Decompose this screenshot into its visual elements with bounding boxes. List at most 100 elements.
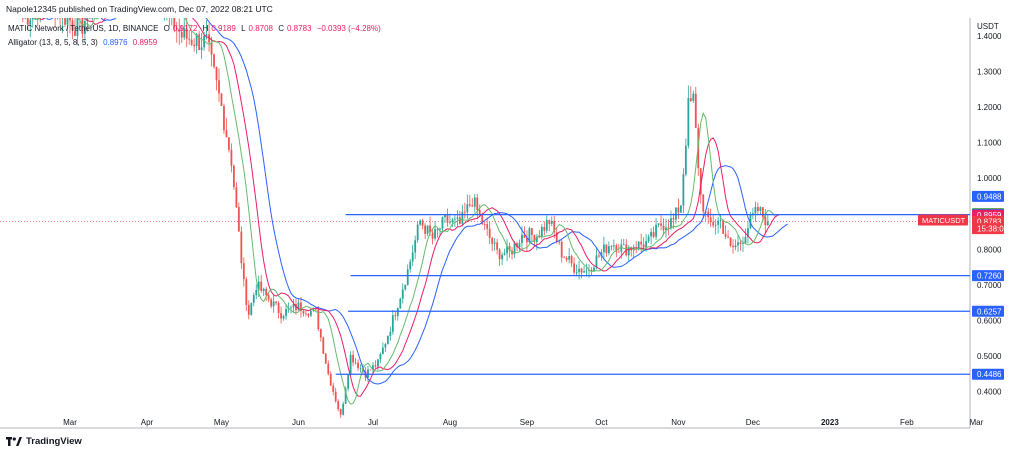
- candle-body: [302, 310, 305, 314]
- candle-body: [563, 257, 566, 259]
- candle-body: [530, 228, 533, 235]
- tradingview-logo[interactable]: TradingView: [6, 436, 82, 447]
- candle-body: [543, 226, 546, 231]
- tradingview-logo-icon: [6, 437, 22, 446]
- candle-body: [603, 244, 605, 253]
- candle-body: [660, 223, 662, 226]
- candle-body: [501, 254, 503, 260]
- y-tick-label: 0.6000: [977, 316, 1002, 325]
- candle-body: [26, 18, 29, 25]
- candle-body: [401, 289, 404, 299]
- alligator-teeth-value: 0.8959: [132, 38, 158, 47]
- candle-body: [583, 271, 585, 273]
- candle-body: [200, 47, 203, 51]
- candle-body: [242, 263, 245, 280]
- candle-body: [521, 234, 523, 244]
- candle-body: [277, 303, 280, 314]
- candle-body: [205, 34, 208, 36]
- y-tick-label: 0.5000: [977, 352, 1002, 361]
- candle-body: [381, 347, 384, 355]
- candle-body: [605, 244, 608, 254]
- candle-body: [322, 337, 325, 354]
- x-tick-label: Feb: [900, 418, 914, 427]
- alligator-label: Alligator (13, 8, 5, 8, 5, 3): [8, 38, 98, 47]
- candle-body: [458, 217, 461, 224]
- candle-body: [670, 218, 672, 228]
- candle-body: [461, 211, 464, 224]
- price-tag: [972, 270, 1004, 282]
- candle-body: [684, 145, 687, 175]
- candle-body: [235, 187, 238, 208]
- candle-body: [36, 18, 39, 19]
- candle-body: [215, 66, 218, 81]
- candle-body: [342, 403, 345, 415]
- candle-body: [585, 270, 588, 272]
- candle-body: [272, 301, 275, 307]
- symbol-title: MATIC Network / TetherUS, 1D, BINANCE: [8, 24, 159, 33]
- candle-body: [441, 217, 444, 229]
- candle-body: [88, 18, 91, 19]
- candle-body: [327, 363, 330, 374]
- candle-body: [285, 308, 287, 317]
- candle-body: [223, 105, 225, 131]
- candle-body: [513, 243, 516, 255]
- candle-body: [759, 207, 762, 212]
- candle-body: [198, 34, 201, 51]
- candle-body: [394, 315, 397, 317]
- candle-body: [329, 373, 332, 386]
- candle-body: [86, 18, 89, 22]
- published-caption: Napole12345 published on TradingView.com…: [6, 4, 273, 14]
- ohlc-low-label: L: [241, 24, 246, 33]
- x-tick-label: Oct: [595, 418, 608, 427]
- candle-body: [555, 232, 558, 242]
- candle-body: [230, 149, 233, 166]
- candle-body: [314, 308, 317, 310]
- candle-body: [466, 204, 469, 213]
- candle-body: [193, 44, 196, 47]
- candle-body: [617, 251, 620, 253]
- candle-body: [247, 304, 250, 315]
- candle-body: [220, 93, 223, 106]
- price-tag: [972, 223, 1004, 235]
- candle-body: [744, 236, 747, 243]
- candle-body: [498, 249, 501, 260]
- candle-body: [54, 18, 57, 19]
- candle-body: [560, 241, 563, 258]
- candle-body: [496, 242, 499, 250]
- candle-body: [719, 219, 722, 221]
- candle-body: [225, 130, 228, 138]
- candle-body: [339, 409, 342, 415]
- candle-body: [332, 385, 335, 392]
- candle-body: [29, 19, 32, 25]
- candle-body: [188, 38, 191, 40]
- candle-body: [598, 255, 600, 257]
- y-tick-label: 1.1000: [977, 139, 1002, 148]
- candle-body: [682, 174, 685, 206]
- alligator-jaw-value: 0.8976: [103, 38, 128, 47]
- candle-body: [575, 272, 578, 274]
- indicator-line[interactable]: Alligator (13, 8, 5, 8, 5, 3) 0.8976 0.8…: [8, 38, 160, 47]
- candle-body: [252, 295, 255, 303]
- candle-body: [694, 93, 697, 128]
- alligator-lips-line: [30, 18, 776, 405]
- candle-body: [270, 299, 273, 307]
- candle-body: [384, 343, 387, 348]
- candle-body: [593, 267, 595, 272]
- candle-body: [548, 219, 551, 224]
- candle-body: [439, 228, 441, 230]
- candle-body: [637, 241, 640, 250]
- candle-body: [354, 362, 357, 364]
- candle-body: [545, 219, 548, 231]
- candle-body: [228, 137, 230, 150]
- candle-body: [421, 220, 424, 226]
- candle-body: [347, 375, 350, 389]
- candle-body: [451, 219, 454, 223]
- ohlc-close-label: C: [278, 24, 284, 33]
- ohlc-close: 0.8783: [287, 24, 312, 33]
- candle-body: [471, 205, 474, 207]
- candle-body: [210, 42, 213, 55]
- candle-body: [729, 237, 732, 246]
- candle-body: [506, 245, 508, 254]
